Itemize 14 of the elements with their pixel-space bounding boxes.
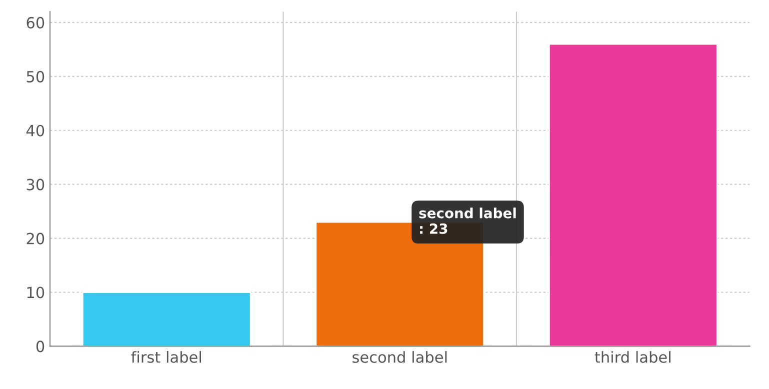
y-tick-label: 30: [26, 178, 44, 190]
y-tick-label: 60: [26, 16, 44, 28]
y-tick-label: 40: [26, 124, 44, 136]
x-tick-label: second label: [352, 351, 447, 363]
y-tick-label: 20: [26, 232, 44, 244]
bar: [82, 292, 252, 346]
y-tick-label: 50: [26, 70, 44, 82]
bar: [548, 43, 718, 346]
y-tick-label: 0: [36, 340, 44, 352]
x-tick-label: first label: [131, 351, 202, 363]
x-tick-label: third label: [594, 351, 670, 363]
annotation: second label : 23: [419, 208, 516, 234]
y-tick-label: 10: [27, 286, 44, 298]
bar: [315, 221, 485, 346]
